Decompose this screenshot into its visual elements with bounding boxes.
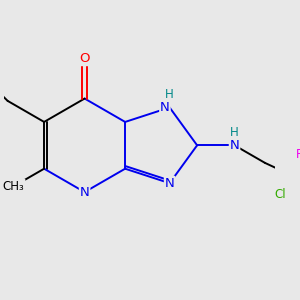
Text: Cl: Cl [274,188,286,201]
Text: F: F [296,148,300,160]
Text: N: N [230,139,239,152]
Text: N: N [160,101,170,114]
Text: H: H [165,88,174,101]
Text: H: H [230,126,239,139]
Text: N: N [80,186,89,199]
Text: CH₃: CH₃ [3,180,25,193]
Text: O: O [80,52,90,65]
Text: N: N [165,177,175,190]
